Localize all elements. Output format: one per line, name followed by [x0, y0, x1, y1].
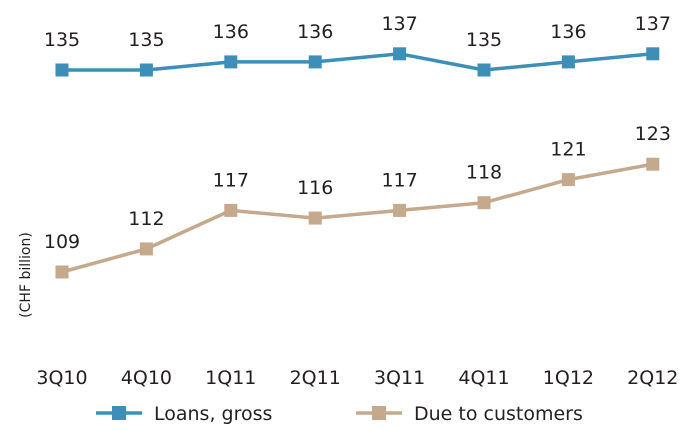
data-point-marker: [139, 242, 153, 256]
x-tick-label: 1Q12: [543, 367, 594, 389]
series-line-2: [61, 162, 654, 274]
x-tick-label: 4Q10: [121, 367, 172, 389]
data-point-marker: [224, 55, 238, 69]
data-point-marker: [224, 203, 238, 217]
data-label: 123: [635, 123, 671, 145]
legend-entry-label: Loans, gross: [154, 403, 272, 425]
series-lines: [61, 52, 654, 274]
data-label: 136: [550, 21, 586, 43]
data-point-marker: [477, 63, 491, 77]
x-tick-label: 4Q11: [458, 367, 509, 389]
data-point-marker: [393, 47, 407, 61]
data-label: 117: [381, 169, 417, 191]
x-tick-label: 2Q11: [290, 367, 341, 389]
data-label: 112: [128, 208, 164, 230]
series-line-1: [62, 52, 653, 72]
data-point-marker: [646, 157, 660, 171]
data-labels: 135 135 136 136 137 135 136 137 109 112 117 116 117 1…: [44, 13, 671, 253]
data-point-marker: [55, 265, 69, 279]
x-tick-label: 1Q11: [205, 367, 256, 389]
data-point-marker: [308, 211, 322, 225]
y-axis-label: (CHF billion): [18, 232, 34, 318]
x-tick-label: 2Q12: [627, 367, 678, 389]
data-point-marker: [561, 173, 575, 187]
data-point-marker: [393, 203, 407, 217]
data-label: 135: [128, 29, 164, 51]
data-point-marker: [139, 63, 153, 77]
data-label: 121: [550, 139, 586, 161]
data-label: 136: [297, 21, 333, 43]
legend-marker-swatch: [112, 406, 126, 420]
data-point-marker: [308, 55, 322, 69]
x-tick-label: 3Q10: [36, 367, 87, 389]
data-label: 118: [466, 162, 502, 184]
data-label: 137: [635, 13, 671, 35]
data-point-marker: [477, 196, 491, 210]
data-point-marker: [646, 47, 660, 61]
data-label: 109: [44, 231, 80, 253]
data-label: 136: [213, 21, 249, 43]
legend: Loans, gross Due to customers: [96, 403, 583, 425]
data-label: 135: [466, 29, 502, 51]
data-point-marker: [561, 55, 575, 69]
data-label: 135: [44, 29, 80, 51]
legend-entry-label: Due to customers: [414, 403, 583, 425]
legend-marker-swatch: [372, 406, 386, 420]
series-markers: [55, 47, 660, 279]
data-point-marker: [55, 63, 69, 77]
data-label: 116: [297, 177, 333, 199]
x-axis-ticks: 3Q10 4Q10 1Q11 2Q11 3Q11 4Q11 1Q12 2Q12: [36, 367, 678, 389]
data-label: 137: [381, 13, 417, 35]
x-tick-label: 3Q11: [374, 367, 425, 389]
data-label: 117: [213, 169, 249, 191]
